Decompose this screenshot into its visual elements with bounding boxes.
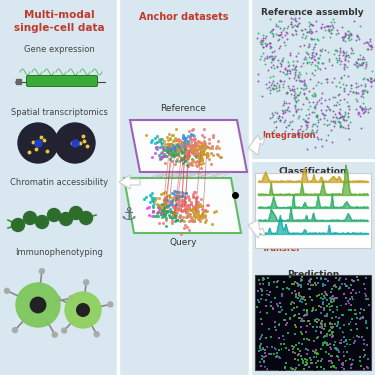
Circle shape: [30, 297, 46, 313]
Circle shape: [16, 283, 60, 327]
Circle shape: [108, 302, 113, 307]
Circle shape: [65, 292, 101, 328]
Text: Reference assembly: Reference assembly: [261, 8, 363, 17]
Circle shape: [62, 328, 67, 333]
Text: Spatial transcriptomics: Spatial transcriptomics: [10, 108, 107, 117]
Circle shape: [69, 296, 74, 301]
Text: Chromatin accessibility: Chromatin accessibility: [10, 178, 108, 187]
Circle shape: [69, 207, 82, 219]
Circle shape: [39, 268, 44, 274]
FancyBboxPatch shape: [255, 173, 371, 248]
Text: Prediction: Prediction: [287, 270, 339, 279]
Text: Integration: Integration: [262, 131, 316, 140]
Circle shape: [52, 332, 57, 337]
Circle shape: [60, 213, 72, 225]
Text: Immunophenotyping: Immunophenotyping: [15, 248, 103, 257]
Circle shape: [84, 280, 88, 285]
Text: ⚓: ⚓: [120, 206, 136, 224]
Circle shape: [94, 332, 99, 337]
FancyBboxPatch shape: [255, 275, 371, 370]
Circle shape: [77, 304, 89, 316]
Circle shape: [18, 123, 58, 163]
Circle shape: [12, 328, 18, 333]
Polygon shape: [130, 120, 247, 172]
Circle shape: [80, 211, 93, 225]
Text: Transfer: Transfer: [262, 244, 302, 253]
Circle shape: [24, 211, 36, 225]
Polygon shape: [248, 220, 265, 238]
Circle shape: [55, 296, 60, 301]
Text: Classification: Classification: [279, 167, 347, 176]
Circle shape: [36, 216, 48, 228]
Text: Multi-modal
single-cell data: Multi-modal single-cell data: [13, 10, 104, 33]
Bar: [16, 79, 21, 84]
Text: Gene expression: Gene expression: [24, 45, 94, 54]
Text: Reference: Reference: [160, 104, 206, 113]
Circle shape: [55, 123, 95, 163]
Polygon shape: [119, 175, 140, 189]
Text: Anchor datasets: Anchor datasets: [139, 12, 229, 22]
Circle shape: [48, 209, 60, 222]
FancyBboxPatch shape: [27, 75, 98, 87]
Circle shape: [12, 219, 24, 231]
Polygon shape: [248, 135, 265, 155]
Polygon shape: [124, 178, 241, 233]
Circle shape: [4, 288, 9, 293]
Text: Query: Query: [169, 238, 197, 247]
